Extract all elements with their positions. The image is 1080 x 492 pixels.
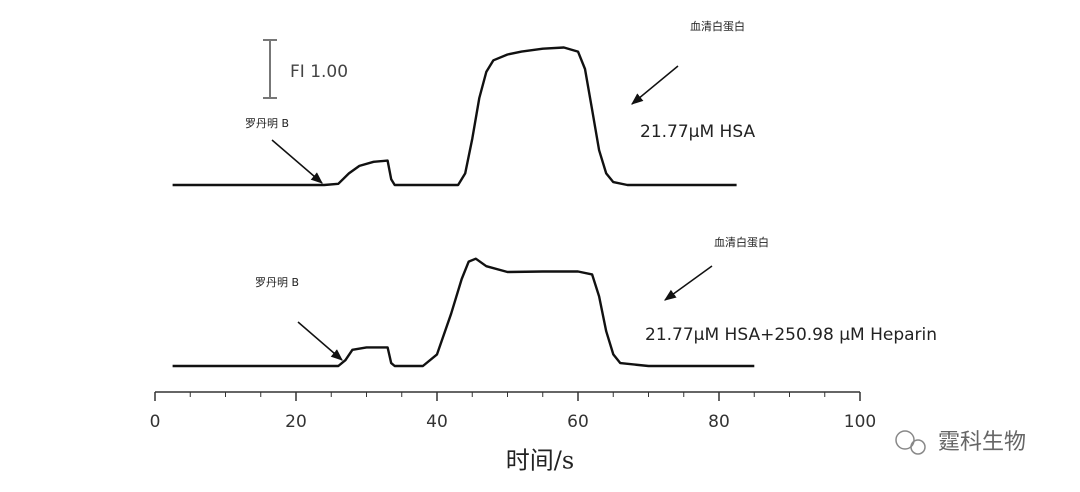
watermark: 霆科生物 bbox=[895, 430, 1026, 455]
watermark-icon bbox=[910, 439, 926, 455]
x-tick-label: 80 bbox=[708, 412, 730, 432]
scale-bar-label: FI 1.00 bbox=[290, 62, 348, 82]
x-tick-label: 20 bbox=[285, 412, 307, 432]
annotation: 罗丹明 B bbox=[255, 276, 299, 289]
annotation: 血清白蛋白 bbox=[714, 235, 769, 249]
trace bbox=[172, 46, 737, 187]
trace bbox=[172, 257, 755, 368]
annotation: 罗丹明 B bbox=[245, 117, 289, 130]
x-tick-label: 40 bbox=[426, 412, 448, 432]
x-tick-label: 60 bbox=[567, 412, 589, 432]
arrow bbox=[271, 139, 323, 184]
watermark-text: 霆科生物 bbox=[938, 430, 1026, 455]
annotation: 血清白蛋白 bbox=[690, 19, 745, 33]
arrow bbox=[631, 65, 679, 105]
arrow bbox=[297, 321, 343, 361]
watermark-icon bbox=[895, 430, 915, 450]
arrow bbox=[664, 265, 713, 301]
x-axis-label: 时间/s bbox=[506, 447, 574, 475]
arrows bbox=[271, 65, 713, 361]
series-label: 21.77μM HSA+250.98 μM Heparin bbox=[645, 325, 937, 345]
series-label: 21.77μM HSA bbox=[640, 122, 755, 142]
x-tick-label: 0 bbox=[150, 412, 161, 432]
x-tick-label: 100 bbox=[844, 412, 876, 432]
